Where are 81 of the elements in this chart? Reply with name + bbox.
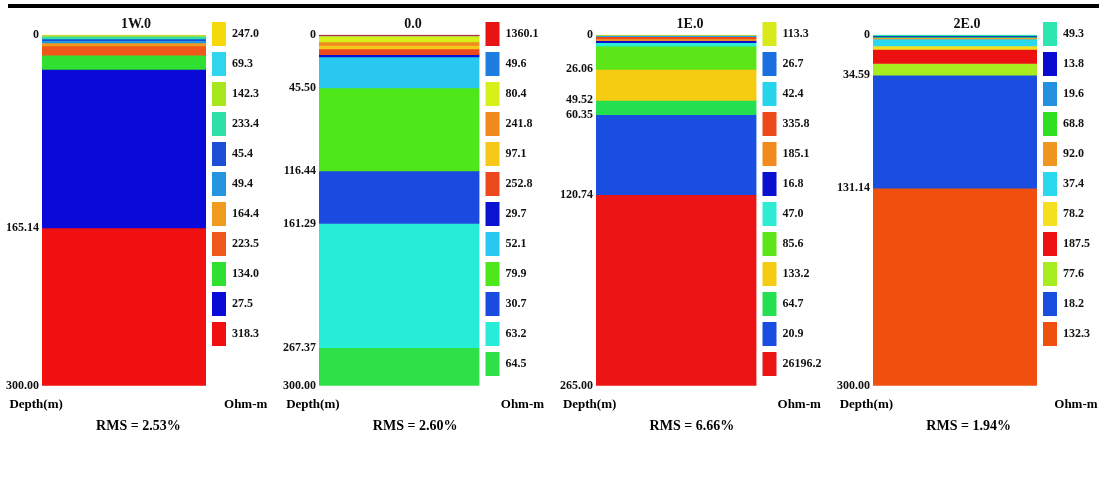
legend-title: Ohm-m: [500, 396, 545, 412]
legend-label: 13.8: [1062, 56, 1084, 71]
legend-label: 92.0: [1062, 146, 1084, 161]
legend-label: 52.1: [505, 236, 527, 251]
y-tick-label: 120.74: [559, 186, 593, 201]
legend-label: 241.8: [505, 116, 533, 131]
y-tick-label: 0: [310, 26, 317, 41]
text: RMS = 6.66%: [648, 418, 736, 434]
y-tick-label: 0: [863, 26, 870, 41]
legend-label: 252.8: [505, 176, 533, 191]
legend-label: 19.6: [1062, 86, 1084, 101]
legend-label: 37.4: [1062, 176, 1084, 191]
y-tick-label: 45.50: [289, 80, 317, 95]
chart-title: 2E.0: [953, 16, 981, 32]
legend-label: 26196.2: [782, 356, 822, 371]
legend-title: Ohm-m: [224, 396, 268, 412]
legend-label: 49.3: [1062, 26, 1084, 41]
legend-label: 79.9: [505, 266, 527, 281]
legend-label: 42.4: [782, 86, 804, 101]
legend-label: 45.4: [232, 146, 254, 161]
legend-label: 29.7: [505, 206, 527, 221]
legend-label: 185.1: [782, 146, 810, 161]
y-axis-title: Depth(m): [9, 396, 63, 412]
y-axis-title: Depth(m): [562, 396, 617, 412]
legend-label: 20.9: [782, 326, 804, 341]
y-tick-label: 0: [33, 26, 40, 41]
legend-label: 47.0: [782, 206, 804, 221]
y-tick-label: 60.35: [565, 106, 593, 121]
text: RMS = 2.60%: [371, 418, 459, 434]
legend-label: 233.4: [232, 116, 260, 131]
legend-label: 142.3: [232, 86, 260, 101]
y-tick-label: 116.44: [283, 163, 317, 178]
legend-label: 318.3: [232, 326, 260, 341]
y-axis-title: Depth(m): [839, 396, 894, 412]
y-tick-label: 49.52: [565, 92, 593, 107]
legend-label: 1360.1: [505, 26, 539, 41]
legend-label: 97.1: [505, 146, 527, 161]
legend-label: 335.8: [782, 116, 810, 131]
y-tick-label: 300.00: [6, 377, 40, 392]
legend-label: 16.8: [782, 176, 804, 191]
legend-label: 113.3: [782, 26, 809, 41]
legend-label: 77.6: [1062, 266, 1084, 281]
legend-label: 80.4: [505, 86, 527, 101]
legend-title: Ohm-m: [1054, 396, 1098, 412]
legend-label: 78.2: [1062, 206, 1084, 221]
text: RMS = 2.53%: [95, 418, 182, 434]
legend-title: Ohm-m: [777, 396, 821, 412]
text: RMS = 1.94%: [925, 418, 1012, 434]
y-tick-label: 300.00: [283, 377, 317, 392]
y-tick-label: 26.06: [565, 61, 593, 76]
chart-title: 0.0: [404, 16, 422, 32]
legend-label: 69.3: [232, 56, 254, 71]
y-tick-label: 300.00: [836, 377, 870, 392]
y-axis-title: Depth(m): [286, 396, 340, 412]
legend-label: 30.7: [505, 296, 527, 311]
legend-label: 64.5: [505, 356, 527, 371]
y-tick-label: 165.14: [6, 220, 40, 235]
chart-title: 1W.0: [121, 16, 152, 32]
legend-label: 134.0: [232, 266, 260, 281]
legend-label: 164.4: [232, 206, 260, 221]
legend-label: 18.2: [1062, 296, 1084, 311]
legend-label: 247.0: [232, 26, 260, 41]
legend-label: 132.3: [1062, 326, 1090, 341]
legend-label: 187.5: [1062, 236, 1090, 251]
legend-label: 223.5: [232, 236, 260, 251]
y-tick-label: 265.00: [559, 377, 593, 392]
y-tick-label: 161.29: [283, 215, 317, 230]
legend-label: 27.5: [232, 296, 254, 311]
legend-label: 85.6: [782, 236, 804, 251]
legend-label: 68.8: [1062, 116, 1084, 131]
y-tick-label: 0: [586, 26, 593, 41]
legend-label: 64.7: [782, 296, 804, 311]
legend-label: 26.7: [782, 56, 804, 71]
y-tick-label: 267.37: [283, 339, 317, 354]
legend-label: 49.6: [505, 56, 527, 71]
y-tick-label: 131.14: [836, 180, 870, 195]
chart-title: 1E.0: [676, 16, 704, 32]
legend-label: 63.2: [505, 326, 527, 341]
legend-label: 133.2: [782, 266, 810, 281]
y-tick-label: 34.59: [842, 67, 870, 82]
legend-label: 49.4: [232, 176, 254, 191]
